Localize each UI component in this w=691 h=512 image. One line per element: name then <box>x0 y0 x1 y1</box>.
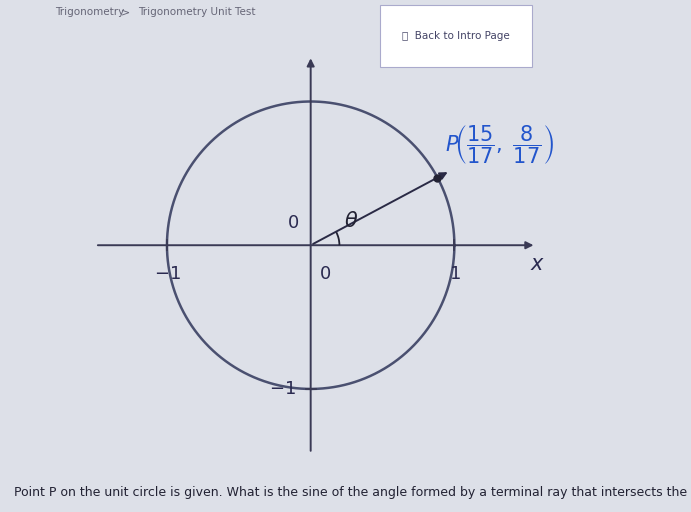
Text: $0$: $0$ <box>319 265 332 283</box>
Text: Trigonometry Unit Test: Trigonometry Unit Test <box>138 7 256 17</box>
Text: $\theta$: $\theta$ <box>343 211 358 231</box>
Text: $-1$: $-1$ <box>153 265 180 283</box>
Text: $1$: $1$ <box>448 265 460 283</box>
Text: Trigonometry: Trigonometry <box>55 7 124 17</box>
Text: $0$: $0$ <box>287 215 299 232</box>
Text: >: > <box>121 7 130 17</box>
Text: $x$: $x$ <box>530 254 545 274</box>
Text: $-1$: $-1$ <box>269 380 296 398</box>
Text: Point P on the unit circle is given. What is the sine of the angle formed by a t: Point P on the unit circle is given. Wha… <box>14 486 691 499</box>
Text: $P\!\left(\dfrac{15}{17},\ \dfrac{8}{17}\right)$: $P\!\left(\dfrac{15}{17},\ \dfrac{8}{17}… <box>445 123 553 166</box>
Text: ⎘  Back to Intro Page: ⎘ Back to Intro Page <box>402 31 510 41</box>
